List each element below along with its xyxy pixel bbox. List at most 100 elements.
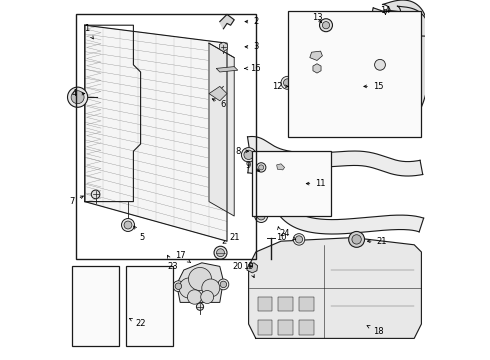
Text: 4: 4: [72, 89, 85, 98]
Polygon shape: [372, 0, 430, 135]
Polygon shape: [220, 42, 227, 51]
Polygon shape: [313, 64, 321, 73]
Text: 10: 10: [276, 227, 286, 242]
Text: 12: 12: [272, 82, 289, 91]
Polygon shape: [247, 263, 258, 273]
Circle shape: [322, 22, 330, 29]
Circle shape: [122, 219, 134, 231]
Text: 11: 11: [306, 179, 326, 188]
Bar: [299, 320, 314, 335]
Text: 5: 5: [134, 226, 145, 242]
Circle shape: [187, 290, 202, 304]
Circle shape: [293, 234, 305, 245]
Text: 24: 24: [279, 230, 296, 239]
Bar: [278, 320, 293, 335]
Polygon shape: [248, 238, 421, 338]
Circle shape: [109, 328, 115, 334]
Circle shape: [352, 235, 361, 244]
Text: 23: 23: [168, 255, 178, 271]
Polygon shape: [247, 136, 423, 176]
Polygon shape: [385, 6, 429, 36]
Polygon shape: [209, 43, 234, 216]
Text: 18: 18: [367, 325, 384, 336]
Circle shape: [259, 165, 264, 170]
Polygon shape: [85, 25, 227, 241]
Polygon shape: [310, 51, 322, 60]
Text: 7: 7: [70, 196, 83, 206]
Circle shape: [295, 236, 303, 243]
Text: 16: 16: [245, 64, 261, 73]
Circle shape: [161, 326, 171, 336]
Polygon shape: [220, 14, 234, 29]
Text: 13: 13: [312, 13, 322, 23]
Bar: [258, 297, 272, 311]
Circle shape: [284, 79, 292, 87]
Bar: [72, 266, 119, 346]
Circle shape: [201, 291, 214, 303]
Circle shape: [214, 246, 227, 259]
Circle shape: [80, 270, 86, 277]
Circle shape: [220, 44, 227, 50]
Circle shape: [132, 269, 142, 279]
Polygon shape: [277, 164, 285, 170]
Circle shape: [319, 19, 333, 32]
Polygon shape: [209, 86, 227, 101]
Circle shape: [281, 76, 294, 89]
Circle shape: [218, 279, 229, 290]
Circle shape: [189, 267, 212, 291]
Polygon shape: [176, 263, 223, 302]
Text: 22: 22: [129, 319, 146, 328]
Circle shape: [270, 169, 288, 187]
Circle shape: [124, 221, 132, 229]
Bar: [258, 320, 272, 335]
Text: 2: 2: [245, 17, 258, 26]
Circle shape: [273, 172, 285, 184]
Polygon shape: [248, 158, 424, 234]
Bar: [299, 297, 314, 311]
Circle shape: [179, 278, 199, 298]
Circle shape: [242, 148, 256, 162]
Circle shape: [196, 303, 204, 310]
Text: 6: 6: [212, 99, 226, 109]
Circle shape: [68, 87, 88, 107]
Text: 15: 15: [364, 82, 384, 91]
Circle shape: [202, 279, 220, 297]
Bar: [126, 266, 173, 346]
Text: 21: 21: [223, 233, 240, 243]
Circle shape: [257, 212, 265, 220]
Text: 17: 17: [175, 251, 191, 262]
Circle shape: [78, 269, 88, 279]
Circle shape: [134, 270, 140, 277]
Circle shape: [386, 116, 401, 132]
Bar: [278, 297, 293, 311]
Bar: [252, 151, 331, 216]
Text: 21: 21: [368, 237, 387, 246]
Polygon shape: [216, 67, 238, 72]
Polygon shape: [258, 204, 266, 211]
Circle shape: [255, 210, 268, 222]
Bar: [76, 14, 256, 259]
Text: 3: 3: [245, 42, 259, 51]
Bar: [288, 11, 421, 137]
Circle shape: [217, 249, 224, 257]
Circle shape: [107, 326, 117, 336]
Circle shape: [173, 281, 184, 292]
Circle shape: [349, 231, 365, 247]
Circle shape: [388, 119, 398, 129]
Circle shape: [175, 283, 182, 289]
Circle shape: [91, 190, 100, 199]
Polygon shape: [78, 271, 116, 332]
Circle shape: [244, 150, 253, 159]
Text: 9: 9: [246, 161, 260, 171]
Polygon shape: [133, 272, 170, 332]
Circle shape: [71, 91, 84, 104]
Text: 20: 20: [233, 262, 252, 271]
Text: 14: 14: [380, 6, 391, 15]
Circle shape: [163, 328, 169, 334]
Circle shape: [314, 65, 320, 72]
Circle shape: [374, 59, 386, 70]
Text: 1: 1: [84, 24, 93, 39]
Text: 8: 8: [235, 147, 248, 156]
Circle shape: [257, 163, 266, 172]
Circle shape: [311, 44, 320, 53]
